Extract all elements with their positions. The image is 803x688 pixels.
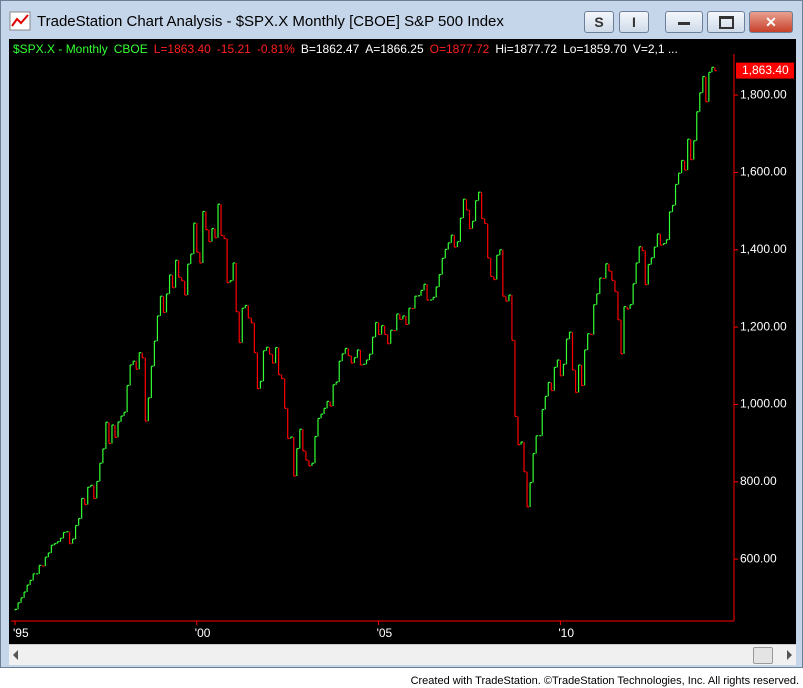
y-tick-label: 800.00 xyxy=(740,474,777,488)
y-tick-label: 1,200.00 xyxy=(740,319,787,333)
indicator-button[interactable]: I xyxy=(619,11,649,33)
quote-field: -0.81% xyxy=(256,42,295,56)
y-tick-label: 1,800.00 xyxy=(740,87,787,101)
last-price-box xyxy=(736,62,794,79)
quote-field: A=1866.25 xyxy=(365,42,424,56)
quote-field: O=1877.72 xyxy=(429,42,490,56)
window: TradeStation Chart Analysis - $SPX.X Mon… xyxy=(0,0,803,668)
quote-field: L=1863.40 xyxy=(153,42,211,56)
symbol-button[interactable]: S xyxy=(584,11,614,33)
quote-header: $SPX.X - Monthly CBOE L=1863.40 -15.21 -0.81… xyxy=(13,42,678,56)
y-tick-label: 1,000.00 xyxy=(740,397,787,411)
x-tick-label: '10 xyxy=(558,626,574,640)
window-title: TradeStation Chart Analysis - $SPX.X Mon… xyxy=(37,13,504,30)
chart-panel: $SPX.X - Monthly CBOE L=1863.40 -15.21 -0.81… xyxy=(9,39,796,644)
chart: 600.00 800.00 1,000.00 1,200.00 1,400.00 1,60… xyxy=(11,54,794,640)
x-tick-label: '95 xyxy=(13,626,29,640)
minimize-button[interactable] xyxy=(665,11,703,33)
app-icon xyxy=(9,11,31,31)
quote-field: B=1862.47 xyxy=(300,42,360,56)
y-tick-label: 1,400.00 xyxy=(740,242,787,256)
y-tick-label: 1,600.00 xyxy=(740,165,787,179)
quote-field: $SPX.X - Monthly xyxy=(13,42,108,56)
quote-field: CBOE xyxy=(113,42,148,56)
quote-field: Lo=1859.70 xyxy=(563,42,627,56)
maximize-button[interactable] xyxy=(707,11,745,33)
close-button[interactable]: ✕ xyxy=(749,11,793,33)
x-tick-label: '05 xyxy=(377,626,393,640)
y-tick-label: 600.00 xyxy=(740,551,777,565)
scrollbar[interactable] xyxy=(9,644,796,665)
quote-field: V=2,1 ... xyxy=(632,42,678,56)
footer: Created with TradeStation. ©TradeStation… xyxy=(410,675,799,687)
last-price-label: 1,863.40 xyxy=(742,63,789,77)
quote-field: -15.21 xyxy=(216,42,251,56)
quote-field: Hi=1877.72 xyxy=(495,42,558,56)
x-tick-label: '00 xyxy=(195,626,211,640)
